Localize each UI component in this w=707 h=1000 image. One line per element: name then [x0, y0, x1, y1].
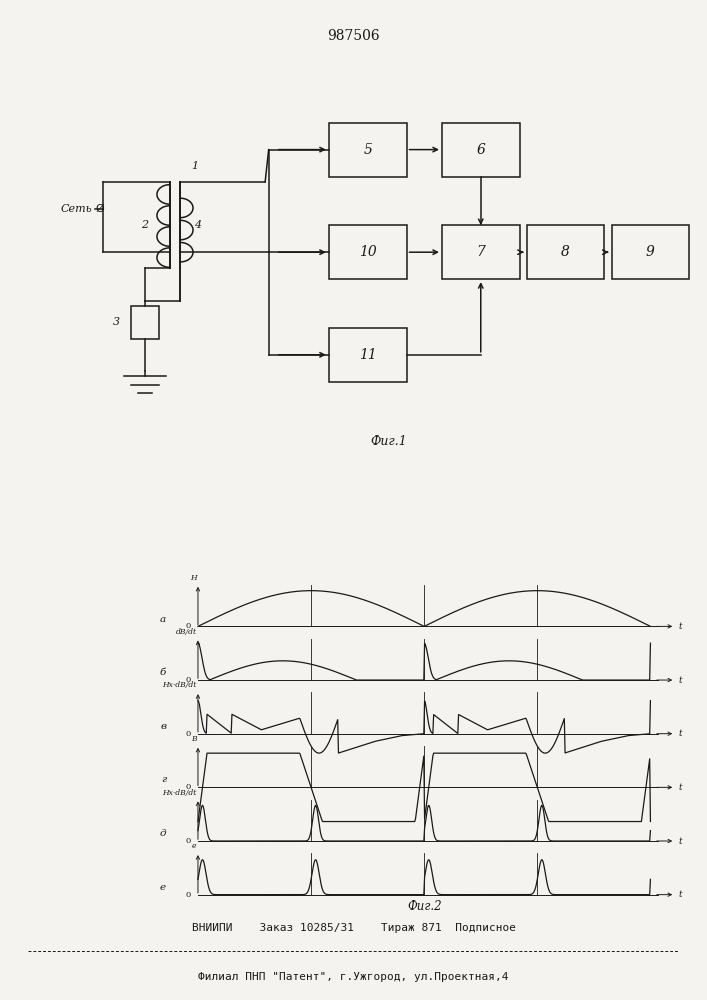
Text: 0: 0: [186, 730, 191, 738]
Bar: [329, 328, 407, 382]
Bar: [612, 225, 689, 279]
Text: 0: 0: [186, 622, 191, 630]
Text: 4: 4: [194, 220, 201, 230]
Text: Нх·dB/dt: Нх·dB/dt: [162, 789, 197, 797]
Text: 7: 7: [477, 245, 485, 259]
Bar: [442, 225, 520, 279]
Bar: [442, 123, 520, 177]
Text: 0: 0: [186, 837, 191, 845]
Text: 987506: 987506: [327, 29, 380, 43]
Text: t: t: [679, 729, 682, 738]
Text: 11: 11: [358, 348, 377, 362]
Text: Сеть: Сеть: [60, 204, 92, 214]
Text: 5: 5: [363, 143, 372, 157]
Text: Фиг.1: Фиг.1: [370, 435, 407, 448]
Text: е: е: [160, 883, 166, 892]
Text: 0: 0: [186, 783, 191, 791]
Text: 0: 0: [186, 891, 191, 899]
Bar: [329, 225, 407, 279]
Text: 8: 8: [561, 245, 570, 259]
Text: t: t: [679, 836, 682, 846]
Bar: [527, 225, 604, 279]
Text: ВНИИПИ    Заказ 10285/31    Тираж 871  Подписное: ВНИИПИ Заказ 10285/31 Тираж 871 Подписно…: [192, 923, 515, 933]
Text: Нх·dB/dt: Нх·dB/dt: [162, 681, 197, 689]
Text: 6: 6: [477, 143, 485, 157]
Text: t: t: [679, 622, 682, 631]
Bar: [329, 123, 407, 177]
Text: а: а: [160, 614, 166, 624]
Text: 10: 10: [358, 245, 377, 259]
Text: 3: 3: [113, 317, 120, 327]
Text: 9: 9: [646, 245, 655, 259]
Text: dB/dt: dB/dt: [175, 628, 197, 636]
Text: д: д: [160, 829, 166, 838]
Text: Филиал ПНП "Патент", г.Ужгород, ул.Проектная,4: Филиал ПНП "Патент", г.Ужгород, ул.Проек…: [198, 972, 509, 982]
Text: t: t: [679, 890, 682, 899]
Text: б: б: [160, 668, 166, 677]
Text: t: t: [679, 676, 682, 685]
Text: t: t: [679, 783, 682, 792]
Text: г: г: [161, 775, 166, 784]
Text: 0: 0: [186, 676, 191, 684]
Bar: [131, 306, 159, 339]
Text: 1: 1: [191, 161, 198, 171]
Text: Фиг.2: Фиг.2: [407, 900, 441, 913]
Text: Ø: Ø: [95, 204, 104, 214]
Text: е: е: [192, 842, 197, 850]
Text: в: в: [160, 722, 166, 731]
Text: 2: 2: [141, 220, 148, 230]
Text: В: В: [191, 735, 197, 743]
Text: H: H: [190, 574, 197, 582]
